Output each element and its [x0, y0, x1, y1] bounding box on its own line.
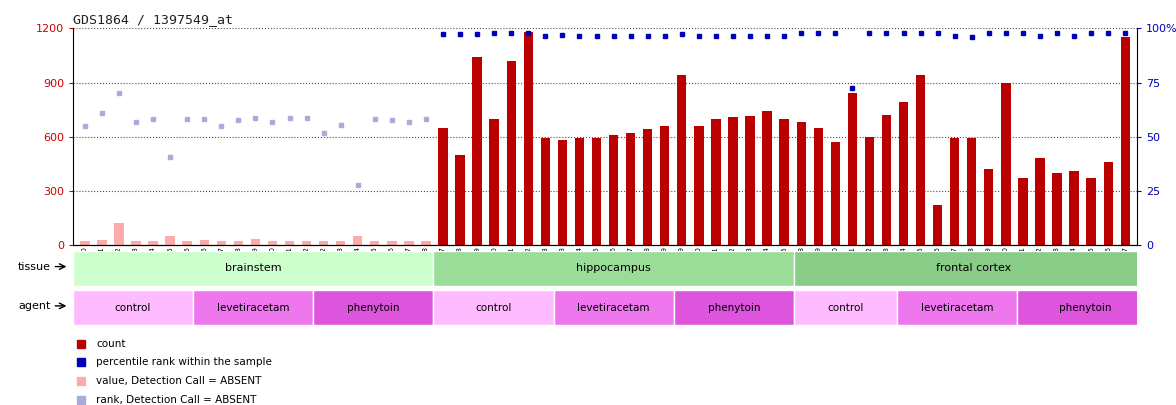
Bar	[98, 240, 107, 245]
Text: levetiracetam: levetiracetam	[577, 303, 650, 313]
Bar	[897, 290, 1017, 325]
Bar	[336, 241, 346, 245]
Bar	[575, 139, 584, 245]
Bar	[794, 251, 1155, 286]
Bar	[473, 57, 482, 245]
Bar	[694, 126, 703, 245]
Bar	[1035, 158, 1044, 245]
Bar	[643, 130, 653, 245]
Bar	[234, 241, 243, 245]
Bar	[80, 241, 89, 245]
Bar	[1087, 178, 1096, 245]
Bar	[434, 290, 554, 325]
Bar	[660, 126, 669, 245]
Bar	[830, 142, 840, 245]
Text: levetiracetam: levetiracetam	[921, 303, 994, 313]
Bar	[1017, 290, 1155, 325]
Bar	[950, 139, 960, 245]
Text: count: count	[96, 339, 126, 349]
Bar	[1121, 37, 1130, 245]
Bar	[674, 290, 794, 325]
Text: levetiracetam: levetiracetam	[216, 303, 289, 313]
Bar	[1069, 171, 1078, 245]
Text: rank, Detection Call = ABSENT: rank, Detection Call = ABSENT	[96, 395, 256, 405]
Text: control: control	[827, 303, 863, 313]
Bar	[1053, 173, 1062, 245]
Bar	[216, 241, 226, 245]
Bar	[319, 241, 328, 245]
Bar	[916, 75, 926, 245]
Bar	[882, 115, 891, 245]
Bar	[182, 241, 192, 245]
Text: GDS1864 / 1397549_at: GDS1864 / 1397549_at	[73, 13, 233, 26]
Bar	[302, 241, 312, 245]
Bar	[864, 136, 874, 245]
Text: percentile rank within the sample: percentile rank within the sample	[96, 357, 272, 367]
Bar	[746, 116, 755, 245]
Bar	[677, 75, 687, 245]
Bar	[794, 290, 897, 325]
Text: agent: agent	[19, 301, 51, 311]
Bar	[898, 102, 908, 245]
Bar	[132, 241, 141, 245]
Text: value, Detection Call = ABSENT: value, Detection Call = ABSENT	[96, 376, 262, 386]
Bar	[967, 139, 976, 245]
Bar	[711, 119, 721, 245]
Bar	[489, 119, 499, 245]
Bar	[796, 122, 806, 245]
Bar	[848, 93, 857, 245]
Bar	[1018, 178, 1028, 245]
Bar	[728, 117, 737, 245]
Bar	[268, 241, 278, 245]
Bar	[434, 251, 794, 286]
Bar	[370, 241, 380, 245]
Bar	[523, 32, 533, 245]
Bar	[166, 236, 175, 245]
Bar	[353, 236, 362, 245]
Bar	[1103, 162, 1112, 245]
Bar	[73, 290, 193, 325]
Bar	[285, 241, 294, 245]
Bar	[193, 290, 313, 325]
Bar	[554, 290, 674, 325]
Bar	[387, 241, 396, 245]
Bar	[780, 119, 789, 245]
Text: frontal cortex: frontal cortex	[936, 263, 1011, 273]
Bar	[507, 61, 516, 245]
Bar	[626, 133, 635, 245]
Text: phenytoin: phenytoin	[708, 303, 760, 313]
Bar	[73, 251, 434, 286]
Bar	[933, 205, 942, 245]
Bar	[405, 241, 414, 245]
Bar	[114, 224, 123, 245]
Bar	[762, 111, 771, 245]
Text: hippocampus: hippocampus	[576, 263, 652, 273]
Bar	[250, 239, 260, 245]
Bar	[609, 135, 619, 245]
Text: phenytoin: phenytoin	[347, 303, 400, 313]
Bar	[439, 128, 448, 245]
Bar	[541, 139, 550, 245]
Bar	[984, 169, 994, 245]
Bar	[148, 241, 158, 245]
Bar	[421, 241, 430, 245]
Text: phenytoin: phenytoin	[1060, 303, 1112, 313]
Bar	[1001, 83, 1010, 245]
Text: brainstem: brainstem	[225, 263, 281, 273]
Bar	[313, 290, 434, 325]
Text: control: control	[115, 303, 152, 313]
Text: tissue: tissue	[18, 262, 51, 272]
Bar	[200, 240, 209, 245]
Bar	[557, 140, 567, 245]
Text: control: control	[475, 303, 512, 313]
Bar	[592, 139, 601, 245]
Bar	[814, 128, 823, 245]
Bar	[455, 155, 465, 245]
